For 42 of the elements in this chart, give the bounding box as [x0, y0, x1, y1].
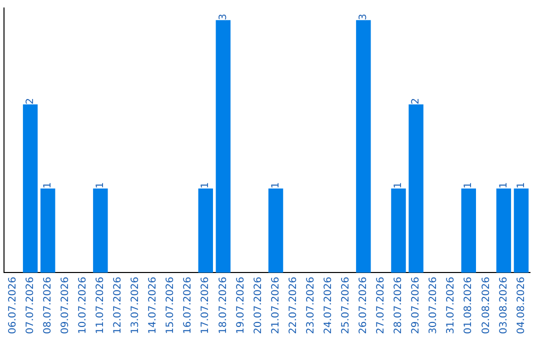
data-label: 3 [358, 14, 370, 20]
data-label: 1 [516, 182, 527, 189]
data-label: 1 [95, 182, 106, 189]
data-label: 2 [24, 98, 36, 104]
x-tick-label: 21.07.2026 [270, 276, 282, 334]
x-tick-label: 12.07.2026 [112, 276, 124, 334]
x-tick-label: 20.07.2026 [252, 276, 264, 334]
x-tick-label: 22.07.2026 [288, 276, 299, 334]
x-tick-label: 18.07.2026 [218, 276, 229, 334]
x-tick-label: 08.07.2026 [42, 276, 54, 334]
x-tick-label: 25.07.2026 [340, 276, 352, 334]
x-tick-label: 26.07.2026 [358, 276, 370, 334]
x-tick-label: 11.07.2026 [95, 276, 106, 334]
x-tick-label: 01.08.2026 [463, 276, 474, 334]
x-tick-label: 19.07.2026 [235, 276, 246, 334]
x-tick-label: 23.07.2026 [305, 276, 316, 334]
x-tick-label: 31.07.2026 [446, 276, 457, 334]
x-tick-label: 13.07.2026 [130, 276, 142, 334]
x-tick-label: 16.07.2026 [182, 276, 194, 334]
x-tick-label: 15.07.2026 [165, 276, 176, 334]
x-tick-label: 02.08.2026 [480, 276, 492, 334]
x-tick-label: 27.07.2026 [376, 276, 387, 334]
data-label: 2 [410, 98, 422, 104]
data-label: 1 [270, 182, 282, 189]
data-label: 1 [200, 182, 212, 189]
x-tick-label: 07.07.2026 [24, 276, 36, 334]
x-tick-label: 14.07.2026 [148, 276, 159, 334]
x-tick-label: 28.07.2026 [393, 276, 404, 334]
data-label: 1 [42, 182, 54, 189]
x-tick-label: 06.07.2026 [7, 276, 18, 334]
data-label: 3 [218, 14, 229, 20]
x-tick-label: 03.08.2026 [498, 276, 510, 334]
x-tick-label: 09.07.2026 [60, 276, 71, 334]
x-tick-label: 04.08.2026 [516, 276, 527, 334]
x-tick-label: 24.07.2026 [322, 276, 334, 334]
x-tick-label: 17.07.2026 [200, 276, 212, 334]
data-label: 1 [463, 182, 474, 189]
x-tick-label: 10.07.2026 [77, 276, 88, 334]
data-label: 1 [498, 182, 510, 189]
x-tick-label: 29.07.2026 [410, 276, 422, 334]
x-tick-label: 30.07.2026 [428, 276, 440, 334]
data-label: 1 [393, 182, 404, 189]
